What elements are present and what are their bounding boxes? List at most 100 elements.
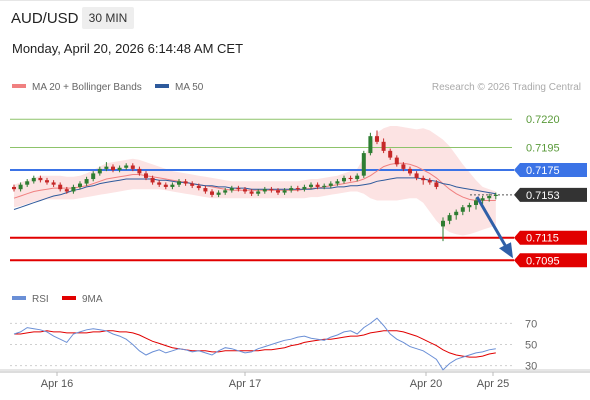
candle-body	[45, 180, 49, 183]
rsi-legend-swatch	[12, 296, 26, 300]
candle-body	[282, 190, 287, 193]
instrument-symbol: AUD/USD	[11, 10, 79, 27]
price-label-tag	[514, 253, 587, 268]
ma9-line	[14, 330, 496, 358]
watermark-text: Research © 2026 Trading Central	[432, 82, 581, 93]
x-tick-label: Apr 17	[229, 378, 261, 390]
candle-body	[150, 177, 155, 183]
rsi-tick-label: 70	[525, 318, 537, 330]
price-label-support: 0.7115	[526, 233, 559, 245]
forecast-arrow	[475, 196, 513, 259]
x-tick-label: Apr 25	[477, 378, 509, 390]
candle-body	[25, 181, 30, 185]
rsi-tick-label: 50	[525, 340, 537, 352]
candle-body	[196, 185, 201, 189]
rsi-legend-label: RSI	[32, 294, 49, 305]
price-label-tag	[514, 187, 587, 202]
candle-body	[408, 168, 412, 174]
price-levels	[10, 118, 514, 262]
candle-body	[203, 188, 208, 192]
rsi-line	[13, 317, 496, 371]
candle-body	[414, 173, 419, 178]
candle-body	[315, 184, 320, 187]
candle-body	[236, 188, 241, 190]
bollinger-bands	[14, 126, 496, 236]
candle-body	[64, 189, 69, 192]
bollinger-legend-swatch	[12, 84, 26, 88]
price-label-resistance: 0.7220	[526, 114, 560, 126]
candle-body	[144, 173, 148, 178]
forecast-arrow-shaft	[475, 196, 510, 252]
candle-body	[157, 182, 162, 185]
candle-body	[480, 198, 485, 201]
candle-body	[130, 165, 135, 169]
rsi-tick-label: 30	[525, 361, 537, 373]
rsi-legend: RSI 9MA	[12, 294, 103, 305]
candlesticks	[12, 130, 498, 242]
candle-body	[210, 191, 214, 195]
candle-body	[309, 184, 313, 187]
x-tick-label: Apr 20	[410, 378, 442, 390]
candle-body	[335, 181, 340, 184]
timeframe-button[interactable]: 30 MIN	[82, 7, 134, 29]
ma50-legend-label: MA 50	[175, 82, 204, 93]
candle-body	[355, 175, 360, 180]
candle-body	[51, 182, 56, 185]
candle-body	[368, 136, 373, 154]
candle-body	[487, 195, 492, 199]
candle-body	[328, 183, 333, 186]
candle-body	[137, 168, 142, 174]
candle-body	[375, 136, 379, 142]
candle-body	[12, 186, 16, 190]
forecast-arrow-head	[499, 242, 513, 259]
candle-body	[493, 194, 498, 196]
candle-body	[163, 184, 168, 187]
price-label-pivot: 0.7175	[526, 165, 560, 177]
candle-body	[170, 184, 175, 187]
ma20-line	[13, 162, 496, 201]
candle-body	[84, 179, 89, 184]
candle-body	[78, 183, 82, 187]
candle-body	[381, 141, 386, 151]
candle-body	[401, 164, 406, 169]
candle-body	[243, 189, 247, 192]
candle-body	[256, 191, 261, 194]
price-label-tag	[514, 163, 587, 178]
candle-body	[18, 184, 23, 190]
candle-body	[441, 220, 445, 227]
candle-body	[97, 168, 102, 174]
price-label-tag	[514, 230, 587, 245]
candle-body	[91, 173, 96, 180]
candle-body	[124, 165, 129, 168]
candle-body	[427, 180, 432, 183]
candle-body	[421, 177, 426, 181]
price-label-support: 0.7095	[526, 255, 560, 267]
candle-body	[467, 204, 472, 208]
candle-body	[223, 190, 228, 193]
candle-body	[183, 181, 188, 184]
candle-body	[388, 150, 393, 158]
timestamp: Monday, April 20, 2026 6:14:48 AM CET	[12, 41, 244, 56]
candle-body	[460, 207, 465, 212]
candle-body	[474, 200, 478, 205]
candle-body	[302, 186, 307, 190]
x-axis: Apr 16 Apr 17 Apr 20 Apr 25	[41, 372, 509, 390]
candle-body	[111, 166, 115, 171]
ma9-legend-swatch	[62, 296, 76, 300]
candle-body	[348, 177, 353, 180]
candle-body	[190, 183, 195, 186]
candle-body	[229, 188, 234, 191]
candle-body	[289, 188, 294, 191]
bollinger-legend-label: MA 20 + Bollinger Bands	[32, 82, 142, 93]
candle-body	[249, 191, 254, 194]
bollinger-band-fill	[14, 126, 496, 236]
candle-body	[269, 189, 274, 191]
candle-body	[276, 190, 280, 193]
candle-body	[295, 188, 300, 190]
candle-body	[361, 153, 366, 176]
main-legend: MA 20 + Bollinger Bands MA 50 Research ©…	[12, 82, 581, 93]
candle-body	[394, 157, 399, 165]
candle-body	[58, 184, 63, 190]
